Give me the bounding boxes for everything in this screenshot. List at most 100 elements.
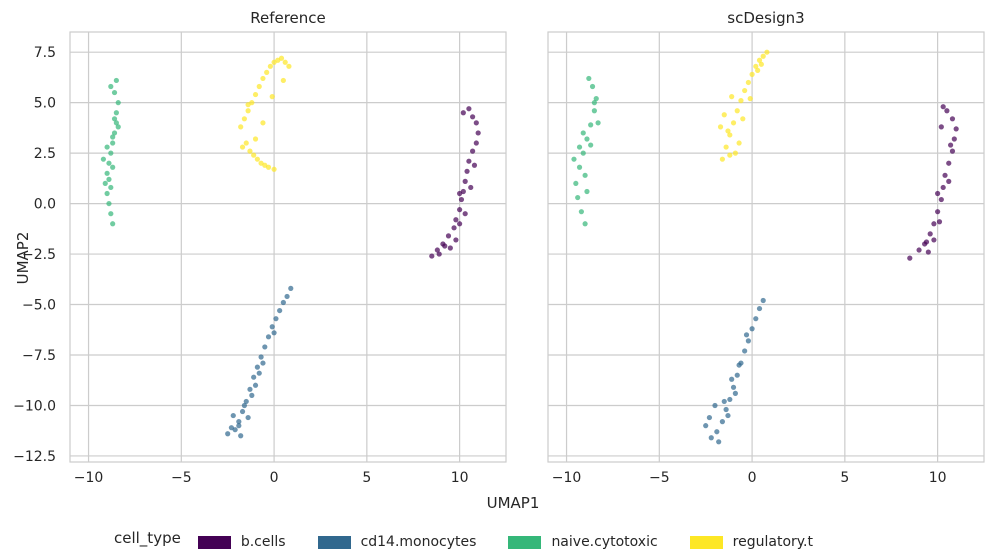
point-regulatory-t [286,63,292,69]
point-regulatory-t [264,69,270,75]
point-regulatory-t [271,166,277,172]
series-b-cells [429,106,481,259]
point-cd14-monocytes [256,370,262,376]
point-b-cells [907,255,913,261]
point-b-cells [451,225,457,231]
series-naive-cytotoxic [571,75,601,227]
point-b-cells [953,126,959,132]
point-naive-cytotoxic [108,83,114,90]
point-b-cells [466,106,472,112]
point-cd14-monocytes [714,429,720,435]
point-b-cells [462,211,468,217]
legend-swatch-b-cells [197,535,231,549]
point-regulatory-t [764,49,770,55]
point-b-cells [458,196,465,203]
point-regulatory-t [280,77,286,84]
point-b-cells [949,148,956,154]
point-cd14-monocytes [230,412,236,419]
point-cd14-monocytes [756,305,763,312]
point-naive-cytotoxic [113,110,119,116]
point-naive-cytotoxic [111,116,118,122]
point-regulatory-t [725,128,731,134]
legend-item-naive-cytotoxic: naive.cytotoxic [508,534,658,550]
point-b-cells [434,247,440,253]
series-naive-cytotoxic [100,77,121,227]
point-b-cells [923,239,930,245]
point-naive-cytotoxic [580,150,586,156]
point-naive-cytotoxic [102,180,108,187]
point-regulatory-t [247,148,253,154]
point-regulatory-t [241,116,247,122]
point-cd14-monocytes [249,392,255,398]
legend-title: cell_type [114,529,181,547]
point-cd14-monocytes [760,297,766,304]
point-regulatory-t [747,96,753,102]
point-cd14-monocytes [247,386,253,392]
point-regulatory-t [760,53,766,59]
point-b-cells [466,158,472,164]
point-naive-cytotoxic [584,188,590,195]
point-regulatory-t [734,108,740,114]
point-b-cells [473,140,479,146]
point-cd14-monocytes [262,344,268,350]
point-b-cells [470,148,476,154]
point-naive-cytotoxic [113,77,119,84]
point-cd14-monocytes [734,372,740,378]
legend-label-cd14-monocytes: cd14.monocytes [360,534,477,550]
point-naive-cytotoxic [584,136,590,142]
point-cd14-monocytes [729,376,735,382]
legend: cell_type b.cells cd14.monocytes naive.c… [114,528,845,556]
point-regulatory-t [254,156,260,162]
point-regulatory-t [252,136,259,142]
point-b-cells [468,184,474,191]
point-regulatory-t [727,152,733,158]
point-naive-cytotoxic [110,221,116,227]
point-cd14-monocytes [236,423,242,429]
point-b-cells [470,114,476,120]
y-tick-label: 2.5 [34,146,56,162]
point-naive-cytotoxic [113,120,119,126]
point-cd14-monocytes [725,412,731,419]
point-naive-cytotoxic [110,140,116,146]
point-naive-cytotoxic [582,221,588,227]
point-regulatory-t [717,124,724,130]
point-b-cells [951,136,957,142]
x-tick-label: 10 [929,470,947,486]
point-naive-cytotoxic [573,180,579,187]
point-naive-cytotoxic [108,150,114,156]
point-cd14-monocytes [243,398,249,405]
x-axis-label: UMAP1 [487,494,540,512]
point-b-cells [442,243,448,249]
series-cd14-monocytes [703,297,766,445]
point-cd14-monocytes [736,362,742,368]
y-tick-label: −2.5 [22,247,56,263]
point-naive-cytotoxic [106,160,112,166]
point-cd14-monocytes [732,390,738,396]
point-b-cells [457,207,463,213]
point-b-cells [925,249,931,255]
point-regulatory-t [260,120,266,126]
point-b-cells [940,184,946,191]
point-b-cells [944,108,950,114]
point-b-cells [948,142,954,148]
point-b-cells [942,172,948,178]
point-b-cells [471,162,478,168]
legend-item-b-cells: b.cells [197,534,286,550]
point-regulatory-t [243,140,249,146]
point-regulatory-t [753,63,759,69]
point-naive-cytotoxic [100,156,106,162]
point-cd14-monocytes [238,433,244,439]
point-cd14-monocytes [225,431,231,437]
point-regulatory-t [742,87,748,94]
plot-frame [547,31,985,463]
x-tick-label: 0 [748,470,757,486]
legend-label-naive-cytotoxic: naive.cytotoxic [551,534,658,550]
point-cd14-monocytes [719,419,726,425]
point-cd14-monocytes [277,307,283,314]
point-b-cells [946,178,952,184]
point-naive-cytotoxic [588,122,594,128]
point-regulatory-t [740,116,746,122]
point-cd14-monocytes [716,439,722,445]
point-regulatory-t [269,94,275,100]
point-naive-cytotoxic [589,83,596,90]
